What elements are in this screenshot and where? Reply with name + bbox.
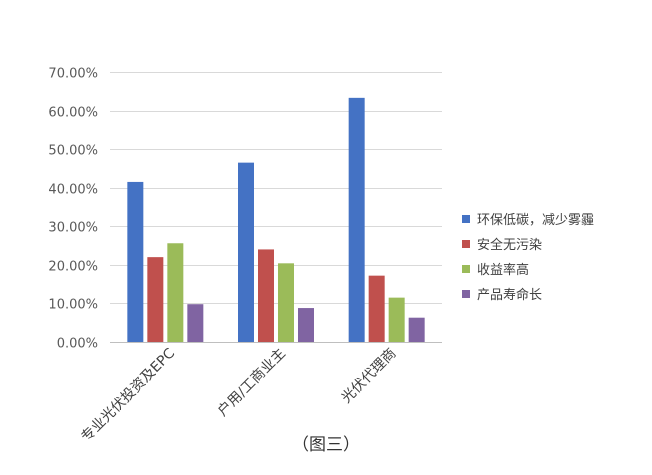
bar [368, 275, 385, 342]
y-tick-label: 50.00% [48, 144, 98, 159]
legend-swatch [462, 240, 470, 248]
bar [127, 181, 144, 342]
bar [348, 97, 365, 342]
legend-label: 环保低碳，减少雾霾 [477, 213, 594, 228]
bar [238, 162, 254, 342]
y-tick-label: 20.00% [48, 260, 98, 275]
legend-swatch [462, 290, 470, 298]
bar [388, 297, 405, 342]
bars [127, 97, 425, 342]
bar [147, 257, 164, 342]
legend-swatch [462, 215, 470, 223]
bar [258, 249, 274, 342]
bar [187, 304, 204, 342]
y-tick-label: 40.00% [48, 183, 98, 198]
legend-swatch [462, 265, 470, 273]
bar [278, 263, 294, 342]
y-tick-label: 10.00% [48, 298, 98, 313]
legend-label: 产品寿命长 [477, 287, 542, 303]
figure-caption: （图三） [292, 435, 360, 455]
legend-label: 收益率高 [477, 262, 529, 278]
bar [298, 308, 314, 342]
legend-label: 安全无污染 [477, 237, 542, 253]
y-axis: 0.00% 10.00% 20.00% 30.00% 40.00% 50.00% 60.00… [48, 67, 98, 352]
x-tick-label: 户用/工商业主 [214, 345, 289, 420]
y-tick-label: 70.00% [48, 67, 98, 82]
gridlines [110, 72, 442, 343]
y-tick-label: 30.00% [48, 221, 98, 236]
bar [408, 317, 425, 342]
y-tick-label: 0.00% [57, 337, 98, 352]
bar [167, 243, 184, 342]
x-tick-label: 光伏代理商 [339, 346, 400, 407]
y-tick-label: 60.00% [48, 106, 98, 121]
